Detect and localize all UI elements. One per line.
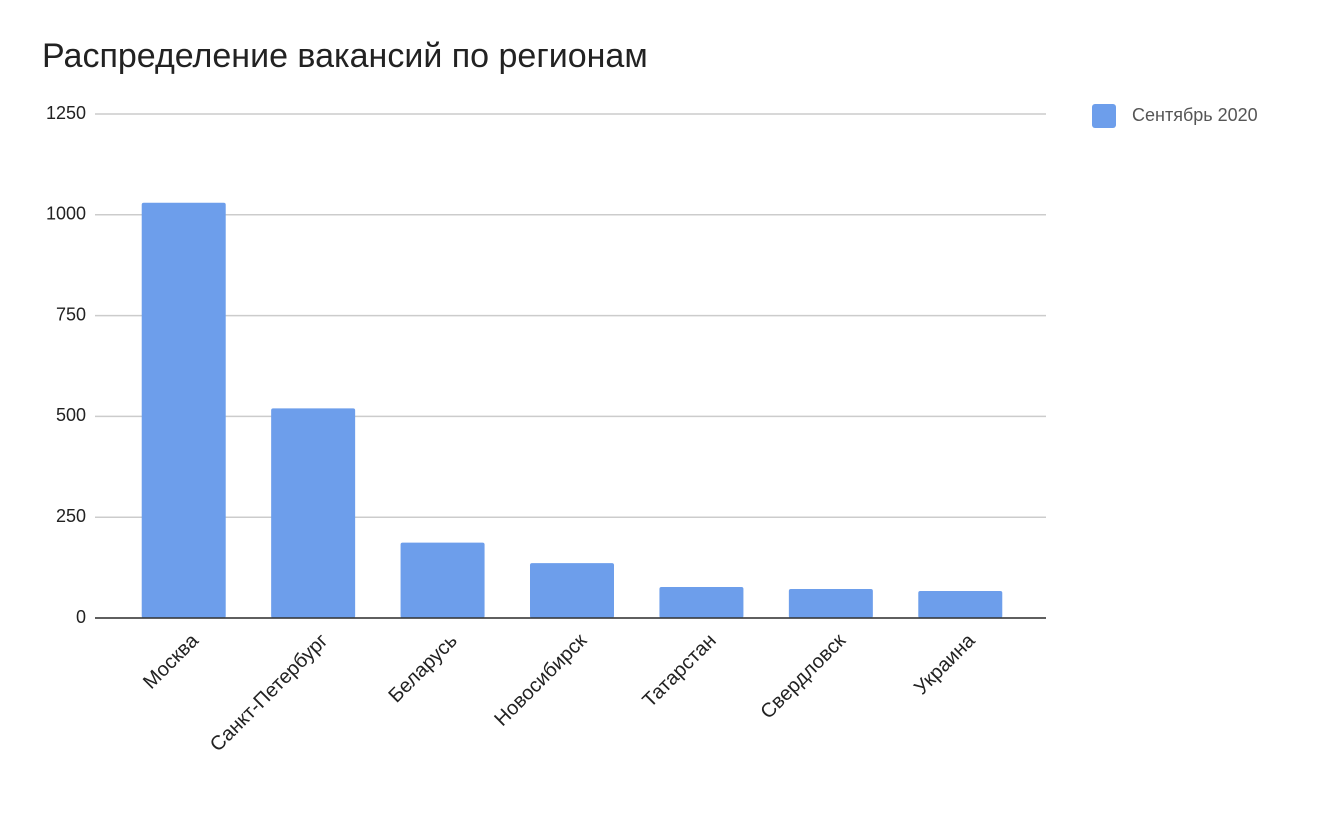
x-tick-label: Свердловск	[756, 630, 850, 724]
legend-label: Сентябрь 2020	[1132, 105, 1258, 125]
y-tick-label: 750	[56, 304, 86, 324]
bar	[918, 590, 1003, 618]
y-tick-label: 0	[76, 607, 86, 627]
y-tick-label: 1000	[46, 204, 86, 224]
x-tick-label: Татарстан	[638, 630, 720, 712]
bar	[141, 202, 226, 619]
legend-swatch	[1092, 104, 1116, 128]
y-tick-label: 1250	[46, 103, 86, 123]
bar	[788, 588, 873, 618]
bar	[659, 586, 744, 618]
bar	[400, 542, 485, 618]
x-tick-label: Москва	[139, 629, 203, 693]
chart-title: Распределение вакансий по регионам	[42, 37, 648, 75]
x-tick-label: Санкт-Петербург	[206, 630, 332, 756]
bar	[271, 408, 356, 618]
bar	[530, 563, 614, 618]
x-tick-label: Новосибирск	[490, 630, 591, 731]
x-tick-label: Беларусь	[384, 630, 461, 707]
y-tick-label: 500	[56, 405, 86, 425]
y-tick-label: 250	[56, 506, 86, 526]
x-tick-label: Украина	[910, 629, 980, 699]
